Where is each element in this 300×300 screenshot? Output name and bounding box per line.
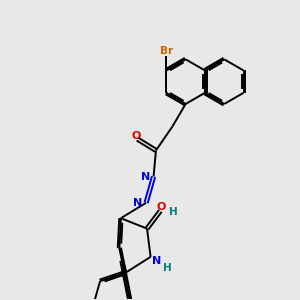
Text: O: O — [131, 130, 141, 141]
Text: O: O — [156, 202, 166, 212]
Text: H: H — [163, 263, 171, 273]
Text: N: N — [141, 172, 150, 182]
Text: N: N — [133, 198, 142, 208]
Text: H: H — [169, 207, 178, 217]
Text: N: N — [152, 256, 161, 266]
Text: Br: Br — [160, 46, 173, 56]
